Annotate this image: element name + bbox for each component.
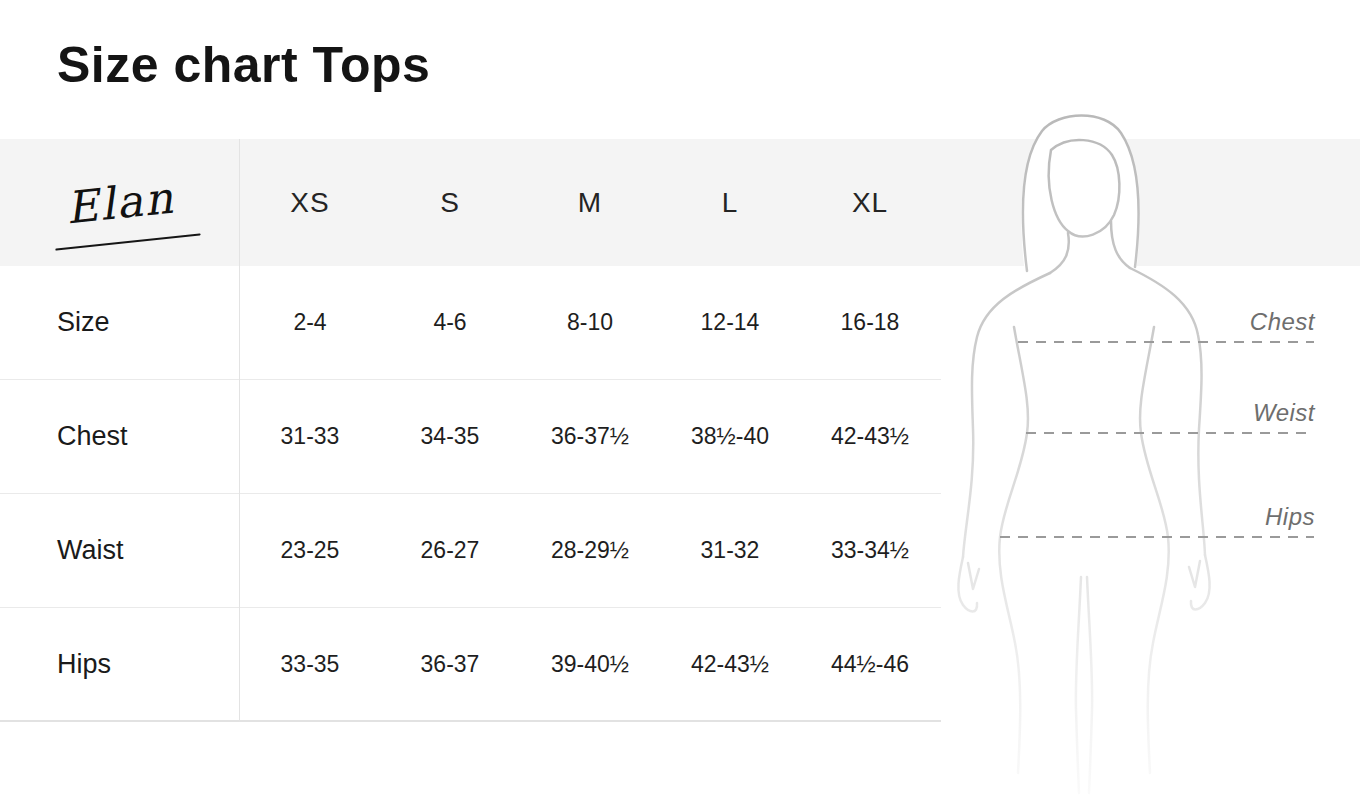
face-outline — [1049, 140, 1120, 236]
column-header-xs: XS — [240, 139, 380, 266]
cell-hips-xs: 33-35 — [240, 608, 380, 720]
hand-left — [958, 557, 979, 612]
row-label-hips: Hips — [0, 608, 240, 720]
measure-label-chest: Chest — [1105, 308, 1315, 336]
measure-line-hips — [1000, 536, 1314, 538]
measure-line-weist — [1026, 432, 1314, 434]
cell-waist-m: 28-29½ — [520, 494, 660, 607]
cell-size-s: 4-6 — [380, 266, 520, 379]
cell-chest-l: 38½-40 — [660, 380, 800, 493]
measure-line-chest — [1018, 341, 1314, 343]
leg-inner-left — [1076, 577, 1081, 793]
table-header-row: Elan XS S M L XL — [0, 139, 941, 266]
row-label-chest: Chest — [0, 380, 240, 493]
column-header-s: S — [380, 139, 520, 266]
torso-right — [1140, 327, 1169, 773]
brand-logo-text: Elan — [64, 175, 177, 230]
arm-left — [963, 273, 1050, 557]
size-chart-table: Elan XS S M L XL Size 2-4 4-6 8-10 12-14… — [0, 139, 941, 722]
column-header-m: M — [520, 139, 660, 266]
column-header-xl: XL — [800, 139, 940, 266]
cell-size-l: 12-14 — [660, 266, 800, 379]
column-header-l: L — [660, 139, 800, 266]
row-label-waist: Waist — [0, 494, 240, 607]
cell-chest-s: 34-35 — [380, 380, 520, 493]
cell-hips-l: 42-43½ — [660, 608, 800, 720]
cell-size-m: 8-10 — [520, 266, 660, 379]
cell-size-xl: 16-18 — [800, 266, 940, 379]
cell-chest-xs: 31-33 — [240, 380, 380, 493]
cell-size-xs: 2-4 — [240, 266, 380, 379]
leg-inner-right — [1087, 577, 1092, 793]
hand-right — [1189, 555, 1210, 610]
page-title: Size chart Tops — [57, 36, 430, 94]
table-row-hips: Hips 33-35 36-37 39-40½ 42-43½ 44½-46 — [0, 608, 941, 722]
cell-chest-xl: 42-43½ — [800, 380, 940, 493]
table-row-chest: Chest 31-33 34-35 36-37½ 38½-40 42-43½ — [0, 380, 941, 494]
cell-chest-m: 36-37½ — [520, 380, 660, 493]
measure-label-weist: Weist — [1105, 399, 1315, 427]
table-row-size: Size 2-4 4-6 8-10 12-14 16-18 — [0, 266, 941, 380]
row-label-size: Size — [0, 266, 240, 379]
cell-waist-s: 26-27 — [380, 494, 520, 607]
cell-hips-s: 36-37 — [380, 608, 520, 720]
brand-logo: Elan — [0, 139, 240, 266]
cell-hips-m: 39-40½ — [520, 608, 660, 720]
table-vertical-divider — [239, 139, 240, 722]
table-row-waist: Waist 23-25 26-27 28-29½ 31-32 33-34½ — [0, 494, 941, 608]
brand-logo-underline — [55, 233, 200, 250]
cell-waist-l: 31-32 — [660, 494, 800, 607]
cell-hips-xl: 44½-46 — [800, 608, 940, 720]
cell-waist-xs: 23-25 — [240, 494, 380, 607]
measure-label-hips: Hips — [1105, 503, 1315, 531]
woman-silhouette-illustration — [930, 105, 1230, 804]
cell-waist-xl: 33-34½ — [800, 494, 940, 607]
torso-left — [999, 327, 1028, 773]
